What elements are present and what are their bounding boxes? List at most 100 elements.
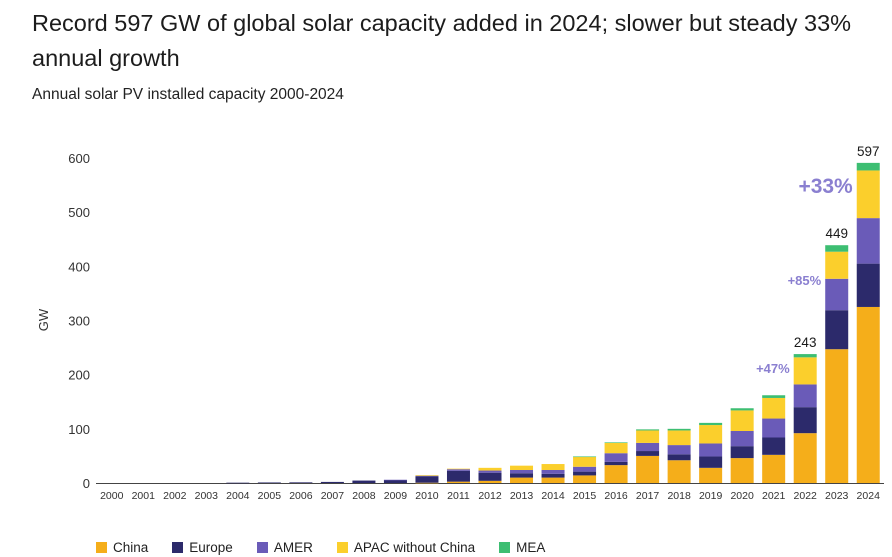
bar-europe-2015 [573,471,597,476]
bar-europe-2006 [289,482,313,483]
bar-amer-2012 [478,470,502,473]
bar-apac-without-china-2014 [541,464,565,470]
bar-amer-2010 [415,475,439,477]
bar-europe-2022 [793,407,817,434]
bar-china-2015 [573,475,597,483]
bar-amer-2011 [446,469,470,471]
total-label-2024: 597 [857,144,880,159]
bar-amer-2019 [699,443,723,457]
bar-europe-2016 [604,461,628,466]
legend-label-china: China [113,539,149,555]
x-tick-label-2010: 2010 [415,490,439,502]
bar-china-2018 [667,460,691,483]
bar-china-2020 [730,458,754,483]
bar-amer-2013 [510,470,534,474]
x-tick-label-2007: 2007 [321,490,345,502]
bar-amer-2024 [856,218,880,264]
y-tick-label-500: 500 [68,205,90,220]
bar-apac-without-china-2018 [667,430,691,446]
bar-europe-2019 [699,456,723,468]
bar-china-2011 [446,481,470,483]
bar-china-2021 [762,454,786,483]
x-tick-label-2011: 2011 [447,490,470,502]
bar-amer-2017 [636,442,660,452]
bar-europe-2021 [762,437,786,455]
bar-china-2022 [793,433,817,483]
legend-item-china: China [96,540,148,555]
legend-label-amer: AMER [273,539,313,555]
bar-amer-2014 [541,470,565,474]
total-label-2023: 449 [825,226,848,241]
bar-apac-without-china-2017 [636,430,660,443]
bar-china-2012 [478,480,502,483]
bar-amer-2020 [730,431,754,447]
x-tick-label-2015: 2015 [573,490,597,502]
bar-apac-without-china-2023 [825,251,849,279]
x-tick-label-2002: 2002 [163,490,187,502]
bar-europe-2020 [730,446,754,459]
legend-item-mea: MEA [499,540,545,555]
bar-mea-2021 [762,395,786,398]
bar-china-2024 [856,306,880,483]
bar-europe-2017 [636,451,660,456]
x-tick-label-2012: 2012 [478,490,502,502]
bar-apac-without-china-2019 [699,425,723,444]
bar-europe-2023 [825,310,849,350]
bar-mea-2016 [604,442,628,443]
x-tick-label-2020: 2020 [730,490,754,502]
legend-item-europe: Europe [172,540,233,555]
bar-china-2017 [636,455,660,483]
growth-label-2023: +85% [788,273,822,288]
x-tick-label-2006: 2006 [289,490,313,502]
legend-swatch-mea [499,541,511,553]
bar-europe-2010 [415,476,439,483]
legend-swatch-amer [256,541,268,553]
bar-apac-without-china-2012 [478,467,502,471]
x-tick-label-2023: 2023 [825,490,849,502]
x-tick-label-2014: 2014 [541,490,565,502]
bar-amer-2018 [667,445,691,455]
legend-item-amer: AMER [256,539,313,555]
y-tick-label-100: 100 [68,422,90,437]
bar-amer-2021 [762,418,786,438]
bar-mea-2024 [856,162,880,171]
bar-mea-2020 [730,408,754,411]
bar-china-2016 [604,465,628,483]
y-tick-label-0: 0 [83,476,90,491]
legend-swatch-apac [336,541,348,553]
bar-apac-without-china-2022 [793,357,817,385]
bar-amer-2016 [604,453,628,462]
bar-europe-2024 [856,263,880,307]
y-axis-title: GW [36,308,51,331]
x-tick-label-2019: 2019 [699,490,723,502]
x-tick-label-2013: 2013 [510,490,534,502]
bar-europe-2013 [510,473,534,478]
chart-legend: China Europe AMER APAC without China MEA [96,538,569,556]
x-tick-label-2016: 2016 [604,490,628,502]
x-tick-label-2017: 2017 [636,490,660,502]
bar-apac-without-china-2021 [762,397,786,419]
bar-china-2023 [825,349,849,483]
total-label-2022: 243 [794,335,817,350]
bar-apac-without-china-2024 [856,170,880,219]
bar-mea-2019 [699,422,723,426]
legend-swatch-europe [172,541,184,553]
bar-europe-2018 [667,454,691,461]
bar-china-2014 [541,477,565,483]
legend-swatch-china [96,541,107,553]
bar-europe-2007 [320,481,344,483]
x-tick-label-2009: 2009 [384,490,408,502]
growth-label-2024: +33% [798,175,853,198]
bar-amer-2015 [573,466,597,472]
bar-china-2010 [415,482,439,484]
bar-mea-2018 [667,428,691,431]
y-tick-label-300: 300 [68,314,90,329]
bar-europe-2011 [446,470,470,482]
legend-item-apac: APAC without China [336,540,475,555]
bar-mea-2022 [793,354,817,358]
x-tick-label-2008: 2008 [352,490,376,502]
y-tick-label-200: 200 [68,368,90,383]
bar-europe-2004 [226,482,250,484]
bar-apac-without-china-2016 [604,442,628,454]
